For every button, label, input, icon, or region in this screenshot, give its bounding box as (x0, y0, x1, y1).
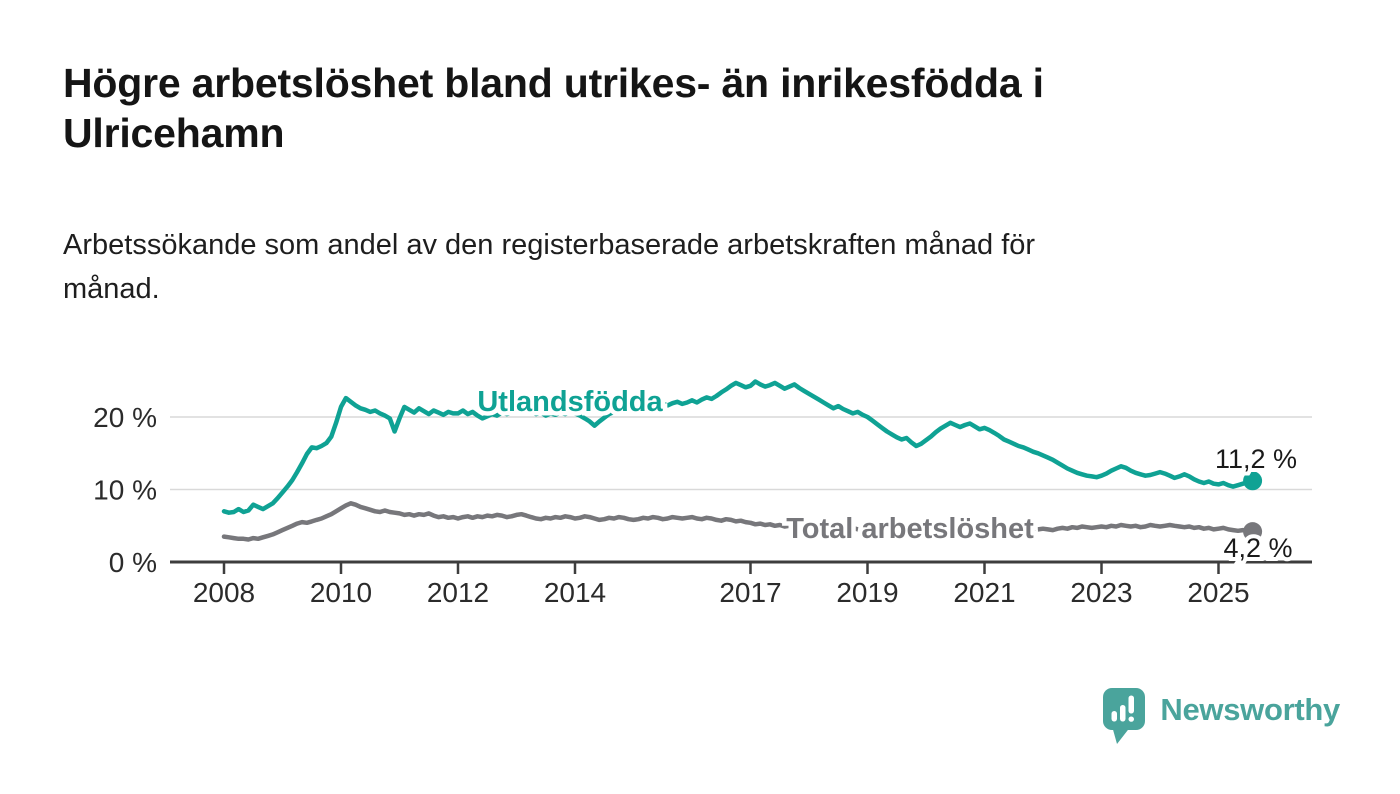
logo-exclamation-bar (1128, 695, 1135, 714)
unemployment-line-chart: 0 % 10 % 20 % 2008 2010 2012 2014 2017 2019 2021 2… (93, 379, 1312, 608)
series-label-total-arbetsloshet: Total arbetslöshet (786, 513, 1034, 545)
x-axis-label-2014: 2014 (544, 577, 606, 608)
y-axis-label-20: 20 % (93, 402, 157, 433)
newsworthy-logo-icon (1103, 688, 1146, 744)
x-axis-label-2025: 2025 (1187, 577, 1249, 608)
series-label-utlandsfodda: Utlandsfödda (477, 386, 663, 418)
end-dot-utlandsfodda (1243, 471, 1263, 491)
newsworthy-logo-text: Newsworthy (1160, 692, 1340, 727)
line-utlandsfodda (221, 379, 1255, 515)
end-value-label-utlandsfodda: 11,2 % (1215, 444, 1297, 474)
x-axis-label-2012: 2012 (427, 577, 489, 608)
y-axis-label-10: 10 % (93, 475, 157, 506)
page-title: Högre arbetslöshet bland utrikes- än inr… (63, 60, 1044, 157)
x-axis-label-2023: 2023 (1070, 577, 1132, 608)
page-subtitle: Arbetssökande som andel av den registerb… (63, 229, 1036, 305)
newsworthy-logo: Newsworthy (1103, 688, 1340, 746)
logo-bar-short (1111, 711, 1118, 722)
line-total-arbetsloshet (221, 501, 1255, 542)
logo-bubble-tail (1112, 726, 1132, 744)
logo-bar-tall (1120, 705, 1126, 722)
x-axis-label-2008: 2008 (193, 577, 255, 608)
x-axis-label-2017: 2017 (719, 577, 781, 608)
end-value-label-total-arbetsloshet: 4,2 % (1223, 533, 1292, 563)
x-axis-label-2021: 2021 (953, 577, 1015, 608)
x-axis-label-2010: 2010 (310, 577, 372, 608)
logo-exclamation-dot (1128, 716, 1135, 722)
x-axis-label-2019: 2019 (836, 577, 898, 608)
y-axis-label-0: 0 % (109, 547, 157, 578)
end-dot-total-arbetsloshet (1243, 522, 1263, 542)
